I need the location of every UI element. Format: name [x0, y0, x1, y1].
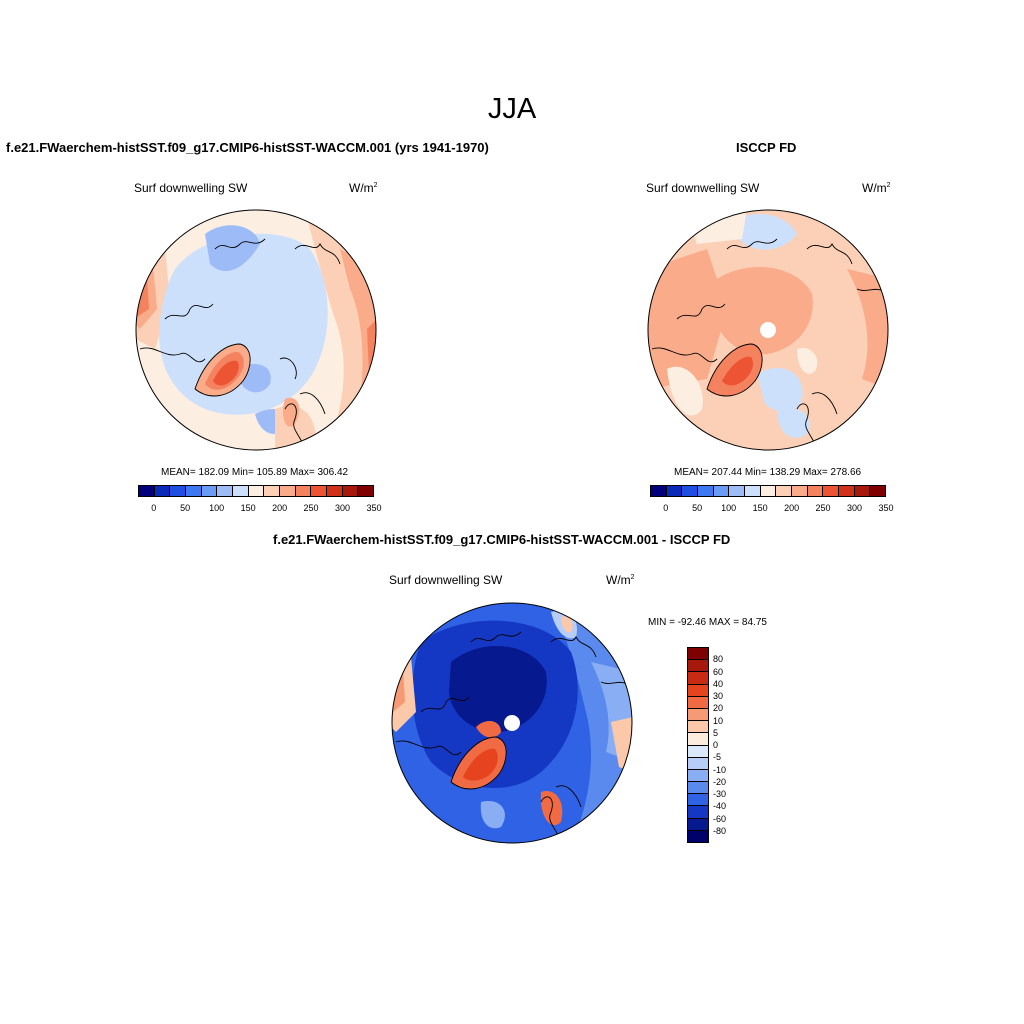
- colorbar-tick-label: -5: [713, 752, 722, 763]
- colorbar-swatch: [870, 486, 886, 496]
- colorbar-swatch: [139, 486, 155, 496]
- colorbar-swatch: [776, 486, 793, 496]
- obs-units-label: W/m2: [862, 181, 891, 195]
- colorbar-tick-label: 350: [366, 503, 382, 513]
- colorbar-swatch: [839, 486, 855, 496]
- colorbar-swatch: [688, 648, 708, 661]
- colorbar-tick-label: 80: [713, 654, 724, 665]
- model-panel-title: f.e21.FWaerchem-histSST.f09_g17.CMIP6-hi…: [6, 140, 489, 155]
- colorbar-swatch: [295, 486, 312, 496]
- colorbar-swatch: [280, 486, 296, 496]
- colorbar-swatch: [154, 486, 171, 496]
- model-polar-map: [135, 209, 377, 451]
- colorbar-swatch: [201, 486, 218, 496]
- colorbar-swatch: [666, 486, 683, 496]
- obs-panel-title: ISCCP FD: [736, 140, 797, 155]
- obs-polar-map: [647, 209, 889, 451]
- colorbar-swatch: [688, 684, 708, 697]
- colorbar-swatch: [745, 486, 761, 496]
- colorbar-swatch: [688, 708, 708, 722]
- colorbar-swatch: [688, 660, 708, 673]
- colorbar-swatch: [358, 486, 374, 496]
- colorbar-tick-label: 350: [878, 503, 894, 513]
- colorbar-tick-label: 300: [847, 503, 863, 513]
- colorbar-tick-label: 50: [692, 503, 703, 513]
- colorbar-swatch: [651, 486, 667, 496]
- colorbar-tick-label: 10: [713, 715, 724, 726]
- model-stats: MEAN= 182.09 Min= 105.89 Max= 306.42: [161, 467, 349, 478]
- diff-polar-map: [391, 602, 633, 844]
- diff-stats: MIN = -92.46 MAX = 84.75: [648, 617, 767, 628]
- colorbar-swatch: [760, 486, 777, 496]
- colorbar-swatch: [311, 486, 328, 496]
- colorbar-swatch: [688, 782, 708, 795]
- colorbar-swatch: [186, 486, 202, 496]
- colorbar-swatch: [682, 486, 699, 496]
- colorbar-tick-label: 0: [663, 503, 669, 513]
- colorbar-tick-label: 300: [335, 503, 351, 513]
- colorbar-tick-label: 30: [713, 691, 724, 701]
- colorbar-swatch: [233, 486, 249, 496]
- colorbar-swatch: [698, 486, 714, 496]
- colorbar-swatch: [217, 486, 234, 496]
- diff-variable-label: Surf downwelling SW: [389, 573, 503, 587]
- colorbar-tick-label: 250: [303, 503, 319, 513]
- colorbar-tick-label: -60: [713, 813, 727, 824]
- colorbar-swatch: [688, 672, 708, 685]
- colorbar-swatch: [688, 745, 708, 758]
- colorbar-swatch: [729, 486, 746, 496]
- colorbar-swatch: [688, 818, 708, 831]
- model-colorbar: [138, 485, 374, 497]
- diff-colorbar: [687, 647, 709, 843]
- diff-colorbar-ticks: 80 60 40 30 20 10 5 0 -5 -10 -20 -30 -40 -60 -80: [713, 647, 753, 843]
- colorbar-swatch: [248, 486, 265, 496]
- colorbar-tick-label: 20: [713, 703, 724, 714]
- colorbar-tick-label: 100: [209, 503, 225, 513]
- colorbar-tick-label: 250: [815, 503, 831, 513]
- colorbar-swatch: [264, 486, 281, 496]
- obs-stats: MEAN= 207.44 Min= 138.29 Max= 278.66: [674, 467, 862, 478]
- model-colorbar-ticks: 0 50 100 150 200 250 300 350: [138, 503, 381, 515]
- colorbar-swatch: [792, 486, 808, 496]
- colorbar-tick-label: 0: [151, 503, 157, 513]
- colorbar-swatch: [170, 486, 187, 496]
- colorbar-swatch: [688, 794, 708, 807]
- colorbar-tick-label: 50: [180, 503, 191, 513]
- colorbar-tick-label: 200: [272, 503, 288, 513]
- colorbar-tick-label: 5: [713, 727, 719, 738]
- colorbar-tick-label: 40: [713, 678, 724, 689]
- colorbar-tick-label: 0: [713, 740, 719, 750]
- colorbar-tick-label: 60: [713, 666, 724, 677]
- colorbar-swatch: [688, 696, 708, 709]
- colorbar-swatch: [688, 733, 708, 746]
- obs-colorbar-ticks: 0 50 100 150 200 250 300 350: [650, 503, 893, 515]
- colorbar-tick-label: 200: [784, 503, 800, 513]
- colorbar-tick-label: -40: [713, 801, 727, 812]
- colorbar-swatch: [854, 486, 871, 496]
- colorbar-swatch: [823, 486, 840, 496]
- colorbar-tick-label: 150: [752, 503, 768, 513]
- season-title: JJA: [487, 93, 537, 125]
- colorbar-swatch: [688, 769, 708, 783]
- colorbar-tick-label: -30: [713, 789, 727, 799]
- colorbar-swatch: [688, 806, 708, 819]
- colorbar-tick-label: -20: [713, 776, 727, 787]
- colorbar-tick-label: 150: [240, 503, 256, 513]
- model-units-label: W/m2: [349, 181, 378, 195]
- obs-colorbar: [650, 485, 886, 497]
- colorbar-swatch: [688, 721, 708, 734]
- model-variable-label: Surf downwelling SW: [134, 181, 248, 195]
- colorbar-tick-label: -10: [713, 764, 727, 775]
- colorbar-swatch: [807, 486, 824, 496]
- colorbar-swatch: [688, 830, 708, 842]
- obs-variable-label: Surf downwelling SW: [646, 181, 760, 195]
- diff-units-label: W/m2: [606, 573, 635, 587]
- diff-panel-title: f.e21.FWaerchem-histSST.f09_g17.CMIP6-hi…: [273, 532, 731, 547]
- colorbar-tick-label: -80: [713, 825, 727, 836]
- colorbar-swatch: [713, 486, 730, 496]
- colorbar-swatch: [688, 757, 708, 770]
- colorbar-tick-label: 100: [721, 503, 737, 513]
- colorbar-swatch: [342, 486, 359, 496]
- colorbar-swatch: [327, 486, 343, 496]
